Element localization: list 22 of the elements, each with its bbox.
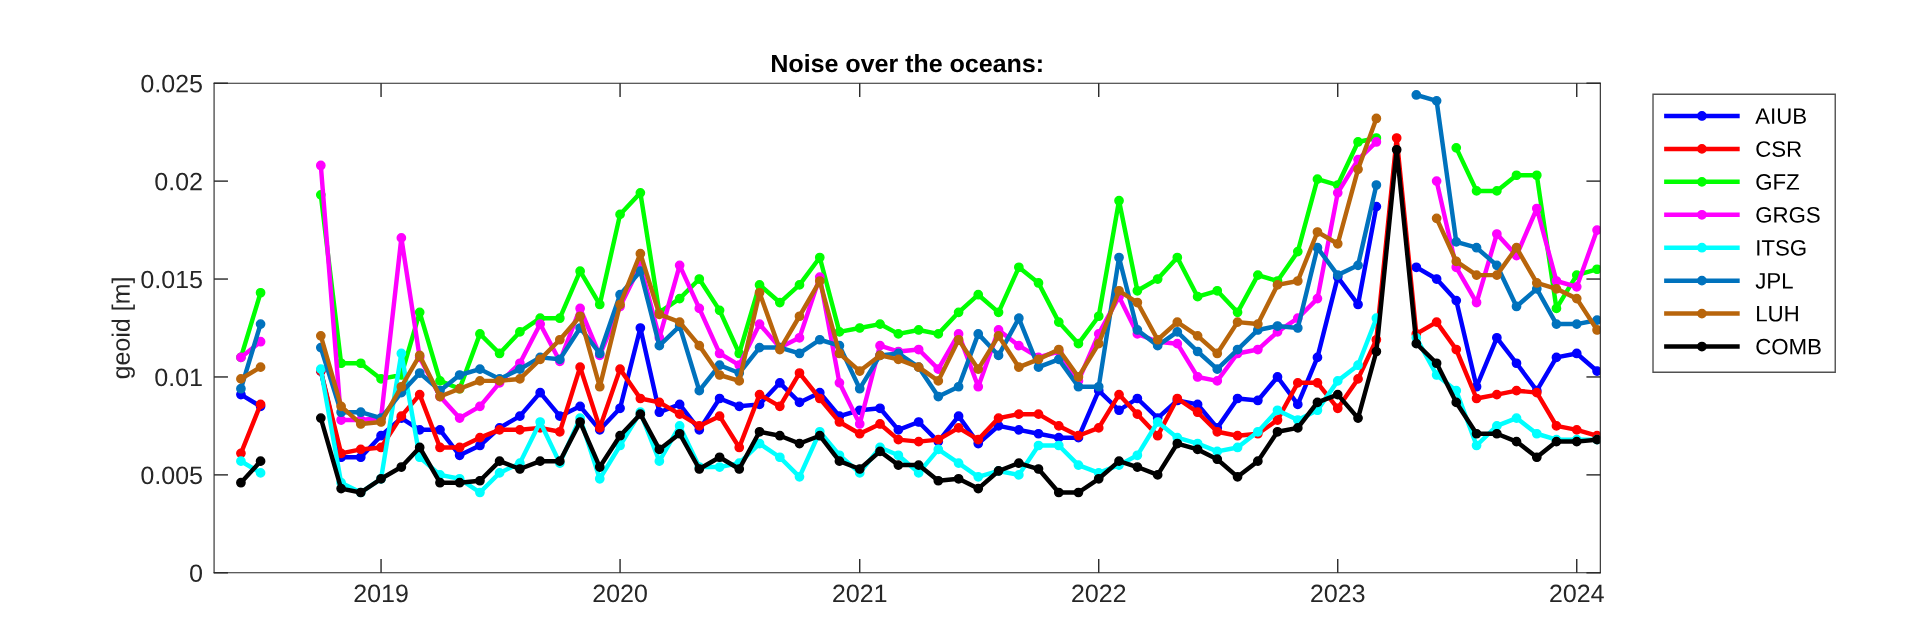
legend-label: CSR (1756, 141, 1802, 157)
y-tick-label: 0.02 (155, 172, 202, 191)
x-tick-label: 2020 (593, 584, 647, 603)
y-tick-label: 0.025 (141, 74, 202, 93)
legend-label: GFZ (1756, 174, 1799, 190)
x-tick-label: 2022 (1072, 584, 1126, 603)
y-axis-title: geoid [m] (111, 278, 135, 379)
chart-title: Noise over the oceans: (772, 53, 1042, 73)
x-tick-label: 2021 (833, 584, 887, 603)
x-tick-label: 2024 (1550, 584, 1604, 603)
legend-label: COMB (1756, 338, 1821, 355)
y-tick-label: 0.01 (155, 368, 202, 387)
x-tick-label: 2019 (354, 584, 408, 603)
y-tick-label: 0.005 (141, 466, 202, 485)
legend-label: JPL (1755, 273, 1793, 289)
legend-label: AIUB (1755, 108, 1806, 124)
legend-label: ITSG (1757, 239, 1806, 256)
legend-label: LUH (1757, 306, 1798, 322)
y-tick-label: 0 (190, 564, 202, 583)
x-tick-label: 2023 (1311, 584, 1365, 603)
y-tick-label: 0.015 (141, 270, 202, 289)
legend-label: GRGS (1756, 207, 1820, 223)
